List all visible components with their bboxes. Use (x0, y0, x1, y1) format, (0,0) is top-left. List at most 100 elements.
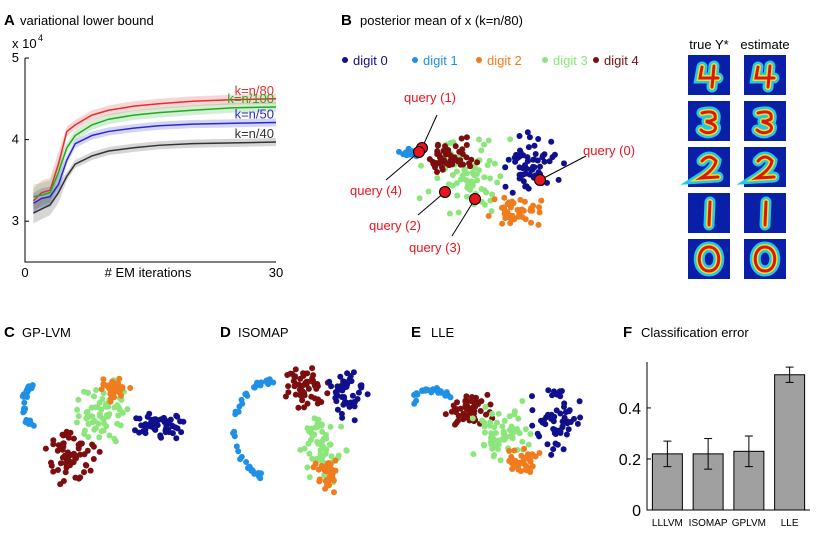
digit-0-point (529, 422, 536, 429)
digit-3-point (455, 209, 462, 216)
digit-4-point (439, 164, 445, 171)
digit-4-point (59, 431, 66, 438)
digit-4-point (309, 365, 316, 372)
digit-3-point (481, 174, 488, 181)
panel-d: D ISOMAP (220, 324, 371, 496)
glyph-core (754, 64, 776, 89)
glyph-core (695, 155, 720, 180)
digit-glyph (693, 60, 724, 93)
x-axis-label: # EM iterations (105, 265, 192, 280)
digit-2-point (507, 220, 514, 227)
digit-0-point (551, 151, 558, 158)
digit-0-point (340, 378, 347, 385)
bar (774, 374, 806, 511)
digit-3-point (519, 398, 526, 404)
legend-dot (476, 57, 482, 63)
digit-3-point (469, 415, 476, 422)
digit-2-point (115, 380, 122, 387)
digit-3-point (497, 173, 504, 180)
digit-glyph (749, 60, 780, 93)
legend-dot (412, 57, 418, 63)
digit-0-point (165, 426, 172, 433)
digit-3-point (319, 428, 326, 435)
digit-3-point (494, 437, 501, 444)
digit-4-point (305, 385, 312, 392)
glyph-core (751, 155, 776, 180)
digit-4-point (77, 451, 84, 458)
series-label: k=n/80 (235, 83, 274, 98)
digit-3-point (491, 160, 498, 167)
digit-4-point (57, 460, 64, 467)
digit-2-point (312, 460, 319, 467)
digit-3-point (508, 432, 515, 439)
digit-3-point (502, 433, 509, 440)
digit-2-point (507, 204, 514, 211)
digit-2-point (118, 392, 124, 399)
digit-0-point (516, 164, 523, 171)
digit-3-point (499, 423, 506, 430)
digit-3-point (494, 446, 501, 452)
digit-0-point (350, 369, 357, 376)
digit-0-point (163, 422, 170, 429)
digit-4-point (50, 437, 57, 444)
digit-2-point (107, 398, 114, 405)
digit-3-point (319, 443, 326, 450)
digit-3-point (418, 162, 424, 169)
category-label: LLLVM (652, 518, 683, 529)
digit-1-point (28, 385, 35, 392)
digit-1-point (251, 384, 258, 391)
digit-3-point (449, 182, 456, 189)
panel-a-lines (32, 98, 277, 214)
digit-0-point (551, 413, 558, 420)
digit-4-point (301, 404, 308, 411)
digit-4-point (55, 467, 61, 473)
digit-4-point (77, 474, 84, 481)
digit-4-point (484, 391, 491, 398)
query-leader-line (539, 155, 587, 181)
digit-3-point (489, 410, 495, 417)
digit-0-point (527, 166, 534, 173)
digit-3-point (478, 147, 485, 154)
digit-3-point (112, 438, 119, 445)
digit-0-point (339, 387, 346, 394)
glyph-core (697, 245, 721, 273)
digit-0-point (358, 384, 365, 391)
digit-0-point (566, 407, 573, 414)
digit-0-point (341, 394, 348, 401)
digit-3-point (481, 201, 488, 208)
digit-0-point (351, 417, 358, 424)
digit-0-point (339, 414, 346, 421)
digit-3-point (343, 447, 350, 454)
panel-e-label: E (411, 324, 421, 341)
digit-3-point (487, 175, 493, 182)
digit-3-point (527, 431, 534, 437)
digit-1-point (447, 394, 454, 401)
digit-4-point (302, 380, 309, 387)
digit-4-point (483, 411, 489, 418)
digit-0-point (334, 406, 341, 413)
digit-0-point (545, 387, 552, 394)
digit-3-point (102, 401, 109, 408)
digit-4-point (446, 162, 453, 169)
digit-2-point (535, 221, 542, 228)
digit-0-point (574, 420, 581, 427)
digit-3-point (84, 408, 91, 415)
digit-3-point (494, 419, 500, 426)
legend-label: digit 3 (553, 53, 588, 68)
query-leader-line (451, 198, 476, 237)
digit-2-point (100, 376, 107, 383)
legend-dot (593, 57, 599, 63)
digit-2-point (511, 447, 518, 454)
series-label: k=n/100 (227, 91, 274, 106)
digit-glyph (693, 241, 725, 277)
digit-3-point (335, 452, 342, 459)
digit-3-point (306, 474, 313, 481)
digit-3-point (495, 410, 502, 417)
digit-4-point (59, 454, 66, 461)
digit-4-point (282, 393, 289, 400)
digit-3-point (487, 434, 494, 441)
digit-0-point (154, 417, 161, 424)
x-tick-label: 0 (21, 265, 28, 280)
digit-2-point (332, 457, 339, 464)
series-label: k=n/50 (235, 106, 274, 121)
